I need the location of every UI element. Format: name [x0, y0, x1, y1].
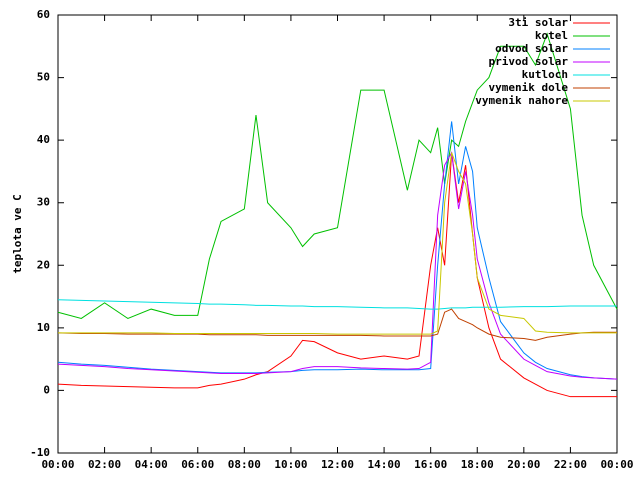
x-tick-label: 00:00: [41, 458, 74, 471]
y-tick-label: 10: [37, 321, 50, 334]
x-tick-label: 06:00: [181, 458, 214, 471]
x-tick-label: 18:00: [461, 458, 494, 471]
y-tick-label: -10: [30, 446, 50, 459]
series-line: [57, 299, 617, 310]
series-line: [57, 32, 618, 320]
y-tick-label: 20: [37, 258, 50, 271]
y-axis-label: teplota ve C: [11, 194, 24, 273]
y-tick-label: 40: [37, 133, 50, 146]
series-line: [57, 151, 618, 380]
series-line: [57, 308, 617, 341]
y-tick-label: 0: [43, 383, 50, 396]
series-line: [57, 121, 618, 380]
legend-label: odvod solar: [495, 42, 568, 55]
y-tick-label: 50: [37, 71, 50, 84]
legend-label: privod solar: [489, 55, 569, 68]
x-tick-label: 08:00: [228, 458, 261, 471]
x-tick-label: 02:00: [88, 458, 121, 471]
x-tick-label: 16:00: [414, 458, 447, 471]
x-tick-label: 22:00: [554, 458, 587, 471]
series-line: [57, 152, 617, 398]
series-line: [58, 152, 617, 335]
x-tick-label: 20:00: [507, 458, 540, 471]
y-tick-label: 60: [37, 8, 50, 21]
legend-label: 3ti solar: [508, 16, 568, 29]
x-tick-label: 10:00: [274, 458, 307, 471]
x-tick-label: 12:00: [321, 458, 354, 471]
legend-label: kutloch: [522, 68, 568, 81]
x-tick-label: 14:00: [368, 458, 401, 471]
x-tick-label: 00:00: [600, 458, 633, 471]
legend-label: vymenik dole: [489, 81, 569, 94]
legend-label: kotel: [535, 29, 568, 42]
legend-label: vymenik nahore: [475, 94, 568, 107]
x-tick-label: 04:00: [135, 458, 168, 471]
y-tick-label: 30: [37, 196, 50, 209]
